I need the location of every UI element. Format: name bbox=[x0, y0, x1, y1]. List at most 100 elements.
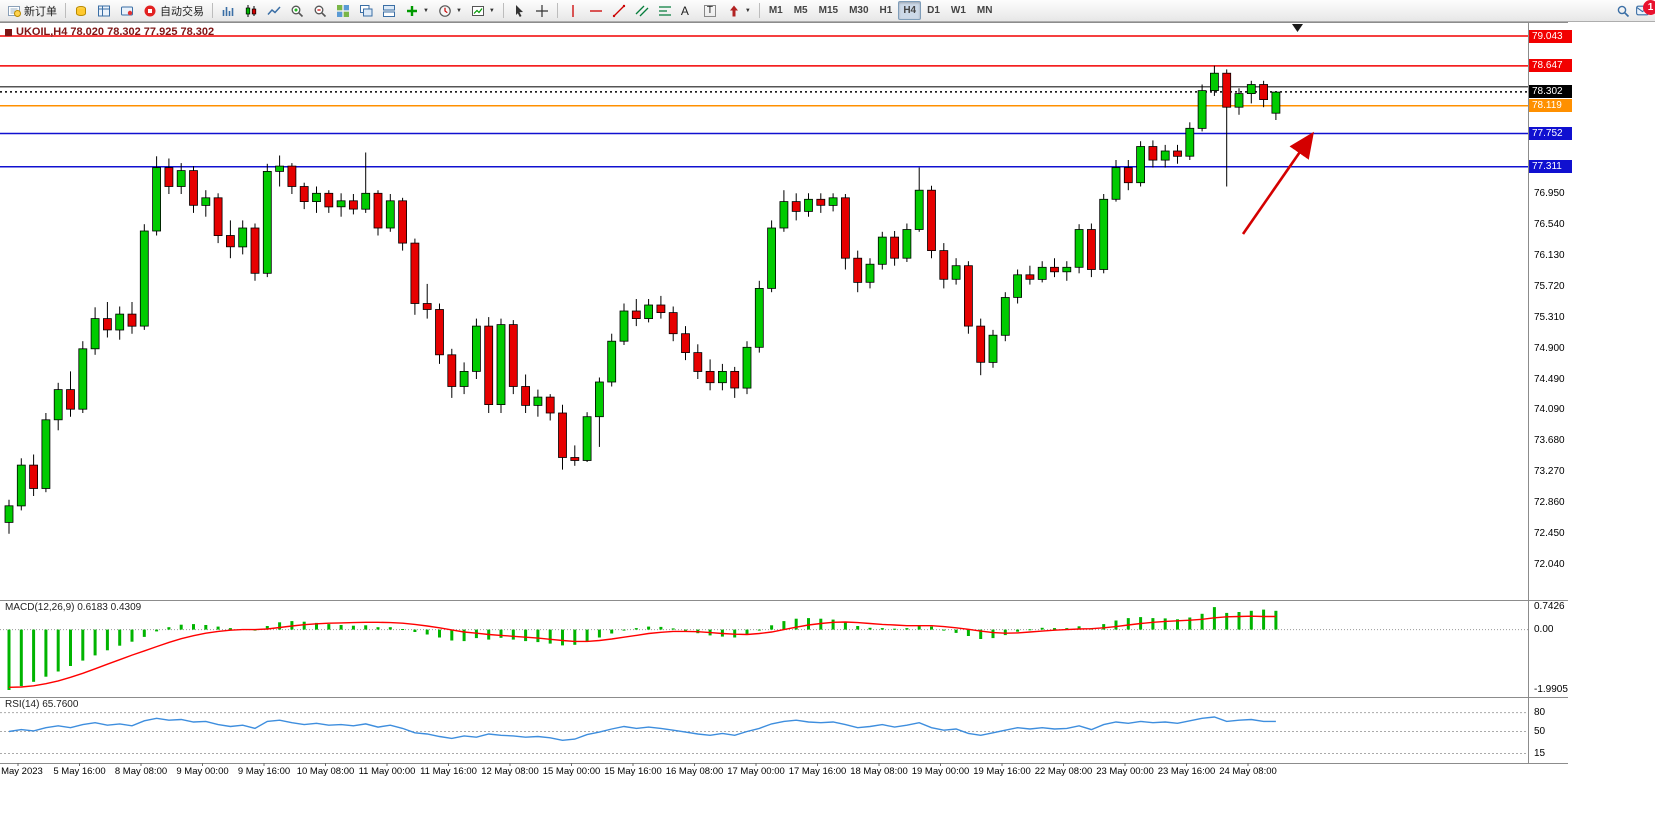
cascade-windows-button[interactable] bbox=[355, 1, 377, 20]
candles-layer[interactable] bbox=[4, 65, 1281, 534]
price-badge[interactable]: 78.119 bbox=[1529, 99, 1572, 113]
crosshair-button[interactable] bbox=[531, 1, 553, 20]
arrange-windows-button[interactable] bbox=[378, 1, 400, 20]
search-button[interactable] bbox=[1612, 1, 1634, 20]
time-axis[interactable]: 5 May 2023 5 May 16:00 8 May 08:00 9 May 00… bbox=[0, 766, 1560, 780]
text-icon: A bbox=[680, 3, 689, 18]
cursor-icon bbox=[515, 4, 523, 17]
auto-trading-button[interactable]: 自动交易 bbox=[139, 1, 208, 20]
time-tick: 15 May 00:00 bbox=[542, 766, 601, 777]
tile-windows-button[interactable] bbox=[332, 1, 354, 20]
toolbar-separator bbox=[556, 3, 558, 18]
data-window-icon bbox=[98, 5, 110, 16]
search-icon bbox=[1617, 5, 1630, 17]
timeframe-button-h4[interactable]: H4 bbox=[898, 1, 922, 20]
timeframe-button-m15[interactable]: M15 bbox=[814, 1, 843, 20]
annotation-arrow[interactable] bbox=[1241, 131, 1314, 235]
add-indicator-button[interactable]: ▼ bbox=[401, 1, 433, 20]
time-tick: 18 May 08:00 bbox=[850, 766, 908, 777]
toolbar-separator bbox=[502, 3, 504, 18]
timeframe-button-d1[interactable]: D1 bbox=[922, 1, 945, 20]
toolbar-separator bbox=[758, 3, 760, 18]
price-tick: 74.490 bbox=[1534, 373, 1565, 385]
time-tick: 19 May 16:00 bbox=[973, 766, 1031, 777]
time-tick: 10 May 08:00 bbox=[296, 766, 355, 777]
toolbar-separator bbox=[212, 3, 213, 18]
chart-canvas[interactable] bbox=[0, 0, 1655, 790]
time-tick: 17 May 16:00 bbox=[788, 766, 847, 777]
bar-chart-button[interactable] bbox=[217, 1, 239, 20]
zoom-in-button[interactable] bbox=[286, 1, 308, 20]
terminal-button[interactable] bbox=[116, 1, 138, 20]
timeframe-button-mn[interactable]: MN bbox=[972, 1, 998, 20]
price-badge[interactable]: 77.752 bbox=[1529, 126, 1572, 140]
rsi-tick: 80 bbox=[1534, 706, 1546, 718]
price-badge[interactable]: 79.043 bbox=[1529, 29, 1572, 43]
time-tick: 5 May 2023 bbox=[0, 766, 43, 777]
price-tick: 73.270 bbox=[1534, 465, 1565, 477]
channel-button[interactable] bbox=[631, 1, 653, 20]
fibonacci-button[interactable] bbox=[654, 1, 676, 20]
chevron-down-icon: ▼ bbox=[455, 7, 462, 14]
zoom-out-icon bbox=[314, 5, 327, 17]
arrange-windows-icon bbox=[383, 4, 395, 17]
channel-icon bbox=[635, 5, 649, 16]
trendline-button[interactable] bbox=[608, 1, 630, 20]
chevron-down-icon: ▼ bbox=[423, 7, 429, 14]
horizontal-line-icon bbox=[589, 9, 602, 12]
price-tick: 74.900 bbox=[1534, 342, 1565, 354]
price-badge[interactable]: 78.647 bbox=[1529, 59, 1572, 73]
tile-windows-icon bbox=[337, 4, 349, 17]
arrows-button[interactable]: ▼ bbox=[723, 1, 755, 20]
data-window-button[interactable] bbox=[93, 1, 115, 20]
time-tick: 16 May 08:00 bbox=[665, 766, 724, 777]
price-axis[interactable]: 76.950 76.540 76.130 75.720 75.310 74.900 74.4… bbox=[1529, 0, 1575, 785]
trendline-icon bbox=[612, 4, 626, 17]
time-tick: 9 May 16:00 bbox=[237, 766, 291, 777]
market-watch-icon bbox=[76, 5, 86, 16]
notifications-button[interactable]: 1 bbox=[1635, 0, 1655, 18]
macd-signal-line bbox=[8, 615, 1276, 688]
vertical-line-button[interactable] bbox=[562, 1, 584, 20]
notification-badge[interactable]: 1 bbox=[1643, 0, 1655, 15]
chart-title: UKOIL,H4 78.020 78.302 77.925 78.302 bbox=[5, 26, 214, 38]
zoom-out-button[interactable] bbox=[309, 1, 331, 20]
zoom-in-icon bbox=[291, 5, 304, 17]
price-tick: 72.450 bbox=[1534, 527, 1565, 539]
label-icon: T bbox=[703, 4, 716, 17]
price-badge[interactable]: 78.302 bbox=[1529, 85, 1572, 99]
time-tick: 8 May 08:00 bbox=[114, 766, 168, 777]
timeframe-button-m1[interactable]: M1 bbox=[764, 1, 788, 20]
cascade-windows-icon bbox=[360, 4, 373, 16]
time-tick: 19 May 00:00 bbox=[911, 766, 970, 777]
line-chart-icon bbox=[267, 5, 281, 15]
template-chart-icon bbox=[471, 5, 484, 16]
time-tick: 5 May 16:00 bbox=[53, 766, 106, 777]
market-watch-button[interactable] bbox=[70, 1, 92, 20]
auto-trading-label: 自动交易 bbox=[160, 5, 204, 18]
macd-tick: 0.00 bbox=[1534, 623, 1554, 635]
periods-button[interactable]: ▼ bbox=[434, 1, 466, 20]
chart-shift-marker[interactable] bbox=[1292, 24, 1303, 32]
main-toolbar: 新订单 自动交易 ▼ ▼ bbox=[0, 0, 1655, 22]
timeframe-button-m30[interactable]: M30 bbox=[844, 1, 873, 20]
candlestick-chart-button[interactable] bbox=[240, 1, 262, 20]
chart-title-text: UKOIL,H4 78.020 78.302 77.925 78.302 bbox=[16, 26, 215, 38]
text-label-button[interactable]: T bbox=[700, 1, 722, 20]
price-badge[interactable]: 77.311 bbox=[1529, 160, 1572, 174]
horizontal-line-button[interactable] bbox=[585, 1, 607, 20]
rsi-line bbox=[8, 716, 1276, 742]
time-tick: 12 May 08:00 bbox=[481, 766, 539, 777]
timeframe-button-m5[interactable]: M5 bbox=[789, 1, 813, 20]
text-button[interactable]: A bbox=[677, 1, 699, 20]
new-order-button[interactable]: 新订单 bbox=[3, 1, 61, 20]
timeframe-button-w1[interactable]: W1 bbox=[946, 1, 971, 20]
cursor-button[interactable] bbox=[508, 1, 530, 20]
templates-button[interactable]: ▼ bbox=[467, 1, 499, 20]
auto-trading-icon bbox=[144, 5, 156, 16]
bar-chart-icon bbox=[222, 6, 234, 16]
time-tick: 9 May 00:00 bbox=[176, 766, 229, 777]
line-chart-button[interactable] bbox=[263, 1, 285, 20]
price-tick: 76.950 bbox=[1534, 188, 1565, 200]
timeframe-button-h1[interactable]: H1 bbox=[875, 1, 898, 20]
